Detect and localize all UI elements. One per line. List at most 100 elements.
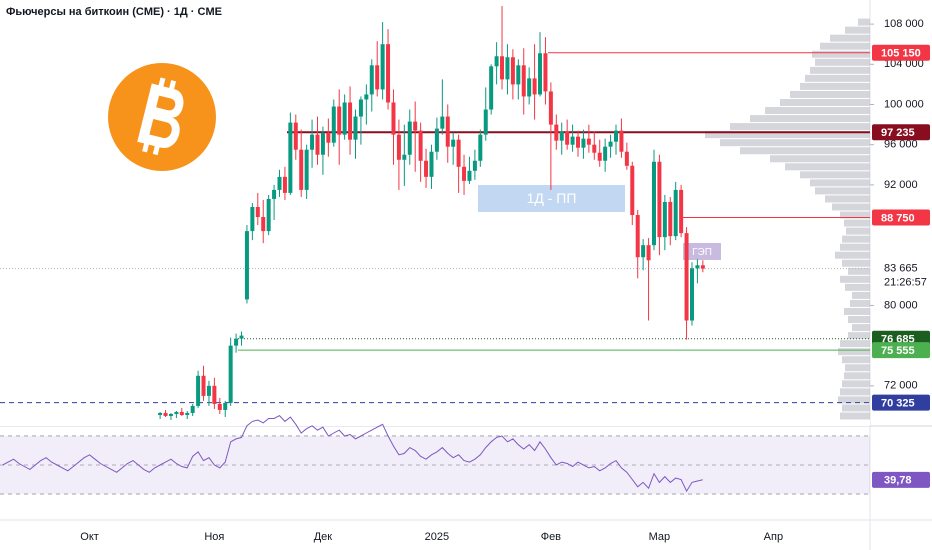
candle-body (206, 385, 211, 396)
level-label: 75 555 (881, 345, 915, 357)
candle-body (288, 122, 293, 193)
candle-body (196, 375, 201, 406)
volume-profile-bar (800, 171, 870, 179)
candle-body (304, 149, 309, 190)
bitcoin-logo (108, 63, 216, 171)
candle-body (369, 65, 374, 95)
volume-profile-bar (850, 299, 870, 307)
volume-profile-bar (842, 380, 870, 388)
candle-body (489, 66, 494, 110)
volume-profile-bar (840, 412, 870, 420)
volume-profile-bar (830, 34, 870, 42)
y-tick-label: 92 000 (884, 179, 918, 191)
candle-body (527, 78, 532, 97)
candle-body (651, 161, 656, 246)
candle-body (310, 134, 315, 150)
candle-body (483, 109, 488, 135)
volume-profile-bar (845, 283, 870, 291)
candle-body (299, 149, 304, 190)
pane-mask (0, 420, 870, 426)
volume-profile-bar (845, 364, 870, 372)
logo-bar (169, 80, 177, 91)
volume-profile-bar (832, 203, 870, 211)
candle-body (635, 215, 640, 258)
level-label: 105 150 (881, 48, 921, 60)
volume-profile-bar (800, 82, 870, 90)
volume-profile-bar (845, 26, 870, 34)
candle-body (608, 141, 613, 147)
volume-profile-bar (844, 219, 870, 227)
candle-body (472, 160, 477, 171)
candle-body (462, 166, 467, 181)
candle-body (255, 206, 260, 218)
candle-body (619, 130, 624, 152)
candle-body (679, 189, 684, 234)
candle-body (662, 201, 667, 238)
volume-profile-bar (810, 179, 870, 187)
candle-body (396, 134, 401, 160)
candle-body (293, 122, 298, 150)
volume-profile-bar (844, 307, 870, 315)
candle-body (478, 134, 483, 161)
volume-profile-bar (848, 332, 870, 340)
candle-body (657, 161, 662, 238)
candle-body (158, 412, 163, 415)
x-tick-label: Дек (314, 531, 333, 543)
candle-body (239, 335, 244, 339)
candle-body (500, 56, 505, 80)
candle-body (174, 411, 179, 414)
y-tick-label: 80 000 (884, 299, 918, 311)
volume-profile-bar (840, 388, 870, 396)
candle-body (538, 53, 543, 95)
candle-body (326, 132, 331, 143)
candle-body (451, 139, 456, 147)
candle-body (337, 106, 342, 135)
x-tick-label: Фев (541, 531, 561, 543)
candle-body (413, 121, 418, 131)
volume-profile-bar (785, 163, 870, 171)
candle-body (592, 144, 597, 153)
volume-profile-bar (848, 316, 870, 324)
volume-profile-bar (838, 348, 870, 356)
volume-profile-bar (815, 58, 870, 66)
candle-body (434, 128, 439, 152)
volume-profile-bar (842, 235, 870, 243)
candle-body (163, 412, 168, 416)
candle-body (521, 65, 526, 97)
candle-body (559, 131, 564, 141)
volume-profile-bar (705, 131, 870, 139)
candle-body (320, 132, 325, 155)
level-label-bg (872, 124, 930, 141)
candle-body (342, 102, 347, 135)
current-price-timer: 21:26:57 (884, 277, 927, 289)
candle-body (179, 411, 184, 415)
level-label-bg (872, 44, 930, 61)
candle-body (543, 53, 548, 92)
candle-body (353, 116, 358, 140)
volume-profile-bar (812, 50, 870, 58)
candle-body (673, 189, 678, 237)
volume-profile-bar (750, 115, 870, 123)
candle-body (348, 102, 353, 140)
annotation-box (683, 243, 721, 260)
volume-profile-bar (858, 18, 870, 26)
candle-body (586, 138, 591, 145)
chart-title: Фьючерсы на биткоин (CME) · 1Д · CME (6, 6, 222, 18)
rsi-label-bg (872, 471, 930, 488)
x-tick-label: Ноя (204, 531, 224, 543)
candle-body (391, 102, 396, 135)
candle-body (565, 131, 570, 145)
annotation-text: ГЭП (692, 247, 712, 258)
candle-body (505, 57, 510, 80)
candle-body (614, 130, 619, 142)
volume-profile-bar (810, 66, 870, 74)
annotation-box (478, 185, 625, 212)
candle-body (554, 124, 559, 141)
volume-profile-bar (835, 251, 870, 259)
candle-body (234, 338, 239, 346)
level-label-bg (872, 209, 930, 226)
volume-profile-bar (770, 155, 870, 163)
candle-body (282, 176, 287, 193)
candle-body (641, 245, 646, 258)
